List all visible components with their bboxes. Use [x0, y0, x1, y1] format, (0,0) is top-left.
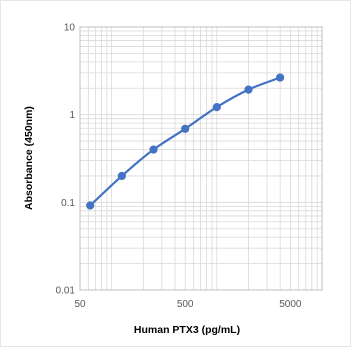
- x-tick-label: 500: [177, 299, 194, 310]
- x-tick-labels: 50 500 5000: [74, 299, 301, 310]
- y-axis-title: Absorbance (450nm): [23, 106, 35, 210]
- x-axis-title: Human PTX3 (pg/mL): [134, 324, 240, 336]
- x-tick-label: 5000: [279, 299, 302, 310]
- data-point: [181, 124, 190, 133]
- y-tick-label: 10: [64, 23, 76, 34]
- y-tick-label: 1: [69, 110, 75, 121]
- y-tick-label: 0.1: [61, 198, 75, 209]
- y-tick-label: 0.01: [56, 286, 76, 297]
- data-point: [86, 201, 95, 210]
- plot-frame: [79, 26, 323, 291]
- y-tick-labels: 0.01 0.1 1 10: [56, 23, 76, 297]
- data-point: [212, 102, 221, 112]
- data-point: [244, 85, 253, 94]
- data-point: [149, 145, 158, 154]
- data-point: [117, 171, 126, 181]
- x-tick-label: 50: [74, 299, 86, 310]
- series-group: [86, 73, 285, 210]
- data-point: [276, 73, 285, 82]
